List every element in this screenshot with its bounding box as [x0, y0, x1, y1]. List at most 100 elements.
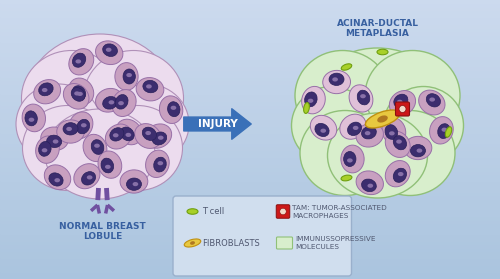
Ellipse shape: [394, 94, 408, 107]
Ellipse shape: [38, 141, 51, 156]
Ellipse shape: [112, 90, 136, 117]
Ellipse shape: [442, 128, 447, 132]
Ellipse shape: [160, 96, 183, 124]
Ellipse shape: [120, 170, 148, 193]
Ellipse shape: [28, 118, 34, 122]
Ellipse shape: [34, 80, 60, 104]
Ellipse shape: [91, 140, 104, 154]
Ellipse shape: [365, 50, 460, 141]
Bar: [0, 152, 500, 157]
Ellipse shape: [190, 241, 195, 245]
Bar: [0, 145, 500, 150]
Ellipse shape: [52, 140, 59, 144]
Ellipse shape: [418, 90, 445, 115]
Ellipse shape: [158, 136, 164, 140]
Bar: [0, 156, 500, 160]
Text: INJURY: INJURY: [198, 119, 237, 129]
Bar: [0, 173, 500, 178]
Ellipse shape: [365, 110, 455, 196]
Bar: [0, 83, 500, 87]
Ellipse shape: [92, 105, 182, 191]
Ellipse shape: [146, 84, 152, 88]
Ellipse shape: [304, 103, 310, 114]
Ellipse shape: [300, 48, 455, 193]
Bar: [0, 131, 500, 136]
Bar: [0, 76, 500, 80]
Bar: [0, 226, 500, 230]
Ellipse shape: [382, 117, 406, 145]
Ellipse shape: [416, 148, 422, 153]
Bar: [0, 23, 500, 28]
Ellipse shape: [96, 41, 123, 64]
Bar: [0, 27, 500, 31]
Ellipse shape: [384, 86, 464, 165]
FancyBboxPatch shape: [276, 205, 290, 218]
Circle shape: [280, 208, 286, 215]
Bar: [0, 44, 500, 49]
Ellipse shape: [394, 168, 406, 182]
Ellipse shape: [134, 124, 161, 148]
Ellipse shape: [360, 94, 366, 98]
Ellipse shape: [430, 117, 453, 144]
Ellipse shape: [386, 160, 410, 187]
Bar: [0, 90, 500, 94]
Bar: [0, 194, 500, 199]
Bar: [0, 55, 500, 59]
Text: ACINAR-DUCTAL
METAPLASIA: ACINAR-DUCTAL METAPLASIA: [336, 19, 418, 39]
Bar: [0, 275, 500, 279]
Bar: [0, 215, 500, 220]
Ellipse shape: [76, 119, 90, 134]
Ellipse shape: [170, 106, 176, 110]
Ellipse shape: [353, 126, 358, 130]
Bar: [0, 34, 500, 39]
Bar: [0, 124, 500, 129]
Ellipse shape: [308, 99, 314, 103]
Ellipse shape: [69, 78, 94, 104]
Ellipse shape: [295, 50, 390, 141]
Ellipse shape: [377, 49, 388, 55]
Text: IMMUNUSSOPRESSIVE
MOLECULES: IMMUNUSSOPRESSIVE MOLECULES: [295, 236, 376, 250]
Ellipse shape: [42, 148, 48, 152]
Ellipse shape: [77, 92, 83, 96]
Bar: [0, 93, 500, 98]
Ellipse shape: [362, 126, 376, 139]
Bar: [0, 268, 500, 272]
Ellipse shape: [76, 59, 81, 64]
Ellipse shape: [66, 127, 72, 131]
Ellipse shape: [46, 135, 62, 148]
Ellipse shape: [42, 88, 48, 92]
Bar: [0, 37, 500, 42]
Ellipse shape: [22, 104, 46, 132]
Bar: [0, 264, 500, 268]
Ellipse shape: [184, 239, 201, 247]
Ellipse shape: [101, 158, 114, 173]
Ellipse shape: [340, 114, 366, 139]
Bar: [0, 135, 500, 140]
Bar: [0, 198, 500, 202]
Ellipse shape: [364, 131, 370, 135]
Ellipse shape: [362, 179, 376, 192]
Ellipse shape: [123, 69, 136, 84]
Ellipse shape: [16, 84, 101, 164]
Bar: [0, 128, 500, 133]
Bar: [0, 58, 500, 63]
Bar: [0, 86, 500, 91]
Ellipse shape: [104, 84, 189, 164]
Ellipse shape: [110, 128, 124, 141]
Ellipse shape: [332, 77, 338, 81]
Bar: [0, 3, 500, 7]
Ellipse shape: [126, 178, 142, 190]
Bar: [0, 187, 500, 192]
Ellipse shape: [106, 124, 132, 149]
Bar: [0, 271, 500, 276]
Ellipse shape: [300, 110, 390, 196]
Ellipse shape: [366, 110, 400, 128]
Ellipse shape: [74, 164, 100, 189]
Bar: [0, 233, 500, 237]
Ellipse shape: [348, 122, 362, 136]
Bar: [0, 166, 500, 171]
Bar: [0, 205, 500, 209]
Ellipse shape: [64, 83, 89, 109]
Ellipse shape: [143, 80, 158, 93]
Ellipse shape: [44, 165, 70, 190]
